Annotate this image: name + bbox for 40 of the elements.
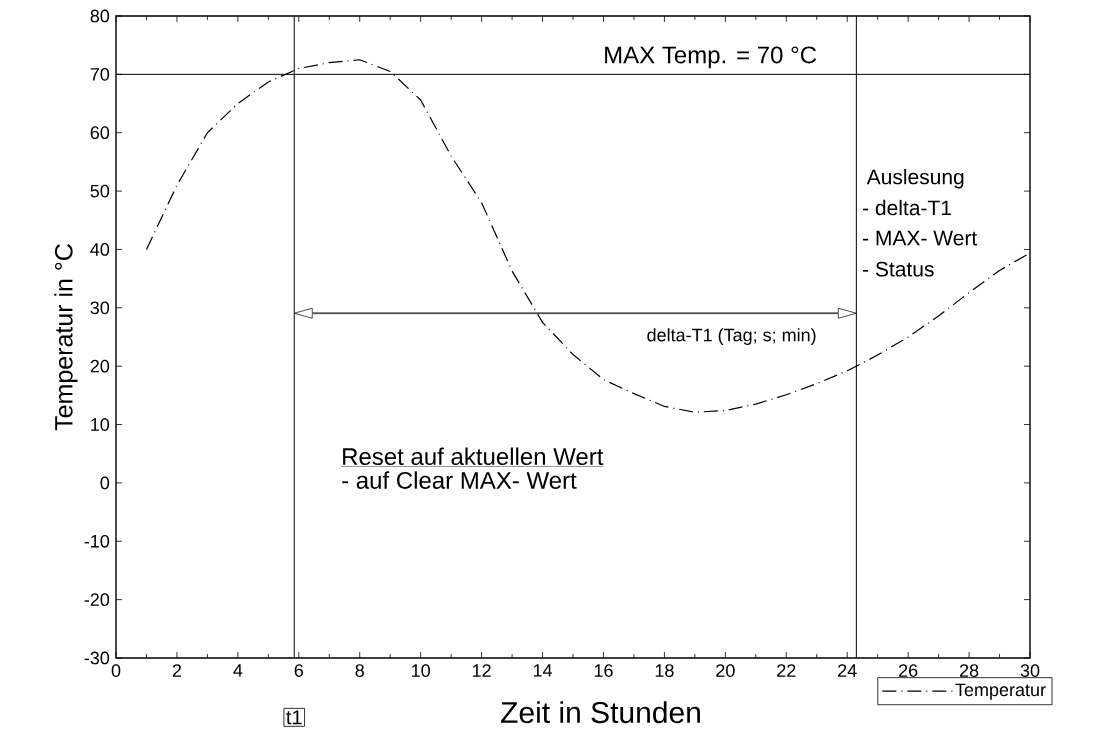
ref-line-label: t1 [286,710,302,725]
x-axis-title: Zeit in Stunden [501,701,700,724]
legend-label: Temperatur [955,683,1046,700]
annotation: - Status [863,261,934,277]
x-tick-label: 16 [594,664,613,677]
y-axis-title: Temperatur in °C [54,244,78,431]
x-tick-label: 18 [655,664,674,677]
y-tick-label: -30 [84,651,110,665]
y-tick-label: 10 [91,418,110,431]
annotation: - auf Clear MAX- Wert [342,471,577,489]
y-tick-label: -10 [84,534,110,548]
x-tick-label: 10 [412,664,430,677]
x-tick-label: 28 [959,664,979,677]
y-tick-label: 60 [90,126,110,140]
annotation: delta-T1 (Tag; s; min) [647,328,816,345]
x-tick-label: 22 [777,664,796,677]
y-tick-label: 50 [90,184,110,198]
y-tick-label: 70 [90,67,110,81]
x-tick-label: 26 [899,664,918,677]
y-tick-label: 40 [90,243,110,256]
x-tick-label: 14 [533,664,553,677]
x-tick-label: 30 [1020,664,1040,677]
x-tick-label: 20 [716,664,735,677]
x-tick-label: 2 [172,664,182,677]
y-tick-label: 20 [90,359,110,373]
x-tick-label: 8 [355,664,364,677]
y-tick-label: -20 [84,593,110,606]
x-tick-label: 0 [111,664,121,677]
x-tick-label: 4 [233,664,243,677]
x-tick-label: 6 [294,664,304,677]
y-tick-label: 30 [90,301,110,315]
x-tick-label: 24 [838,664,857,677]
ref-line-label: MAX Temp. = 70 °C [605,46,817,69]
annotation: Reset auf aktuellen Wert [343,447,604,466]
y-tick-label: 80 [90,9,110,23]
annotation: - delta-T1 [863,199,951,216]
y-tick-label: 0 [100,476,110,490]
annotation: - MAX- Wert [863,230,978,246]
annotation: Auslesung [866,168,964,189]
x-tick-label: 12 [472,664,491,677]
